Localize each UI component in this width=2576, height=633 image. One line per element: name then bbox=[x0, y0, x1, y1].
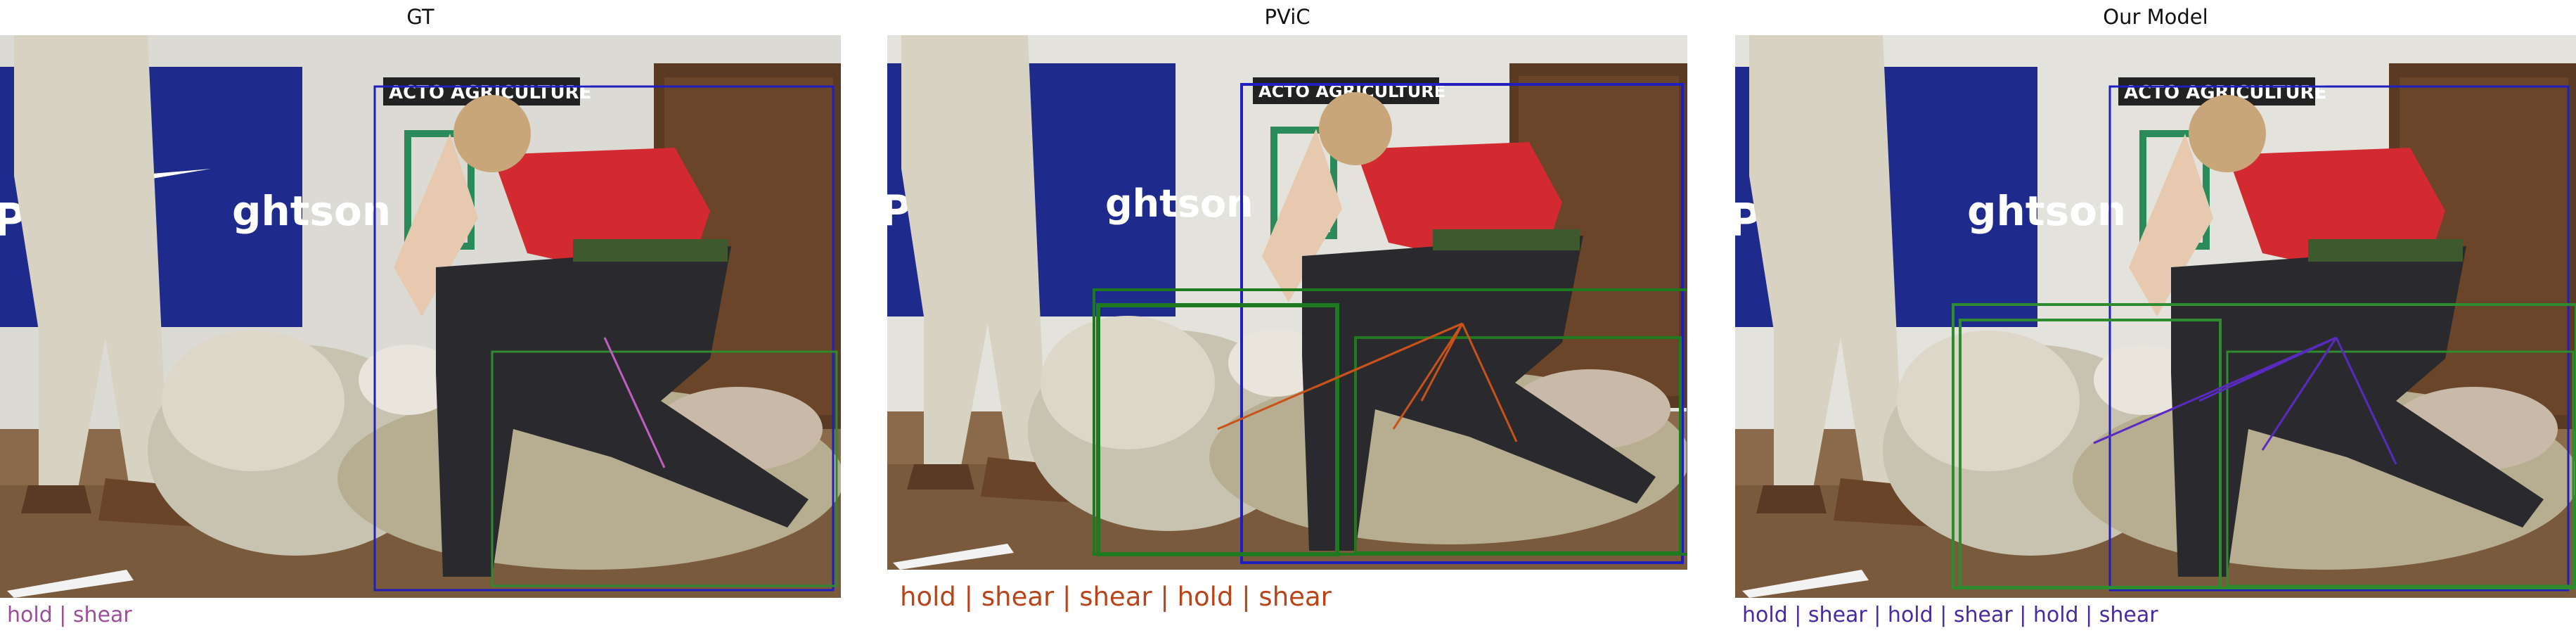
object-box bbox=[1354, 336, 1682, 554]
scene-illustration: PG ghtson ACTO AGRICULTURE bbox=[1735, 35, 2576, 598]
panel-our-model: Our Model PG ghtson ACTO AGRICULTURE bbox=[1735, 0, 2576, 633]
panel-gt: GT PG ghtson ACTO AGRICULTURE bbox=[0, 0, 841, 633]
object-box bbox=[1959, 319, 2222, 589]
panel-title: Our Model bbox=[2103, 5, 2208, 29]
panel-title: PViC bbox=[1264, 5, 1310, 29]
relation-line bbox=[2198, 336, 2337, 402]
relation-line bbox=[1392, 323, 1464, 430]
relation-line bbox=[1315, 322, 1463, 388]
person-box bbox=[373, 85, 835, 592]
interaction-caption: hold | shear | shear | hold | shear bbox=[900, 582, 1332, 612]
interaction-caption: hold | shear | hold | shear | hold | she… bbox=[1742, 603, 2158, 627]
poster-text: ghtson bbox=[1105, 181, 1254, 226]
person-box bbox=[1240, 83, 1684, 564]
panel-pvic: PViC PG ghtson ACTO AGRICULTURE bbox=[887, 0, 1687, 633]
interaction-caption: hold | shear bbox=[7, 603, 132, 627]
object-box bbox=[1096, 303, 1339, 556]
panel-title: GT bbox=[406, 5, 434, 29]
relation-line bbox=[1461, 323, 1518, 442]
object-box bbox=[491, 350, 838, 587]
poster-text: ghtson bbox=[1967, 187, 2126, 235]
relation-line bbox=[1420, 323, 1464, 402]
object-box bbox=[1952, 303, 2576, 589]
scene-photo: PG ghtson ACTO AGRICULTURE bbox=[887, 35, 1687, 570]
scene-photo: PG ghtson ACTO AGRICULTURE bbox=[1735, 35, 2576, 598]
object-box bbox=[2226, 350, 2575, 587]
scene-illustration: PG ghtson ACTO AGRICULTURE bbox=[0, 35, 841, 598]
relation-line bbox=[603, 337, 666, 468]
scene-photo: PG ghtson ACTO AGRICULTURE bbox=[0, 35, 841, 598]
relation-line bbox=[2335, 337, 2397, 465]
scene-illustration: PG ghtson ACTO AGRICULTURE bbox=[887, 35, 1687, 570]
poster-text: ghtson bbox=[232, 187, 391, 235]
person-box bbox=[2108, 85, 2570, 592]
relation-line bbox=[2261, 337, 2338, 451]
